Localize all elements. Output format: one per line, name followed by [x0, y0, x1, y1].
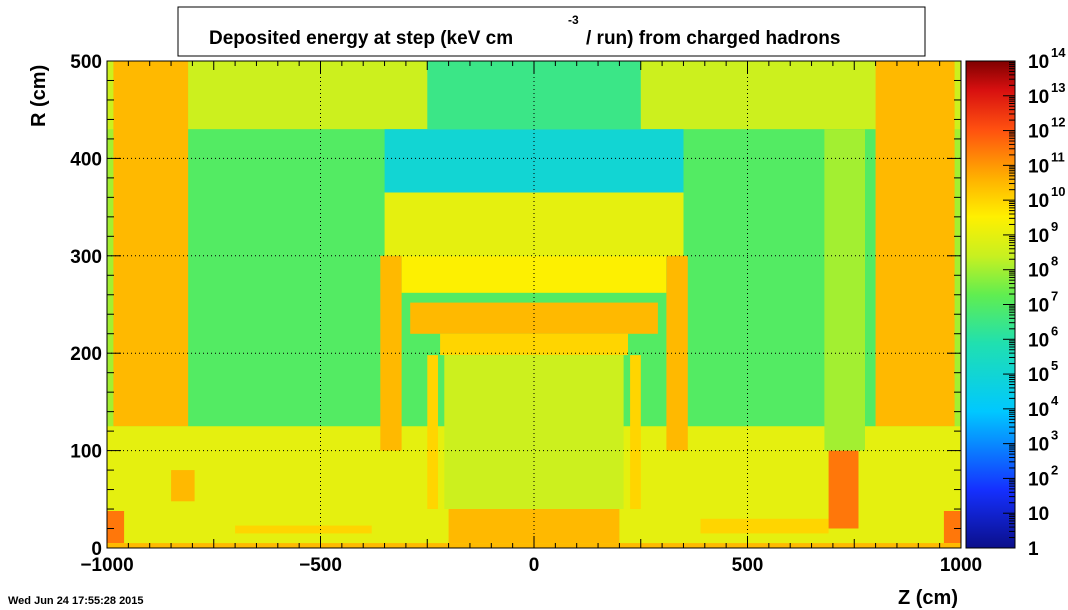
- chart-title-rest: / run) from charged hadrons: [586, 28, 840, 49]
- colorbar-label: 10: [1028, 226, 1049, 247]
- heatmap-region: [384, 129, 684, 193]
- y-tick-label: 200: [70, 344, 102, 365]
- heatmap-region: [700, 518, 829, 534]
- heatmap-region: [235, 525, 372, 534]
- colorbar-label-exponent: 5: [1051, 358, 1058, 373]
- colorbar-label: 10: [1028, 87, 1049, 108]
- colorbar-label: 10: [1028, 296, 1049, 317]
- colorbar-label: 10: [1028, 365, 1049, 386]
- colorbar-label: 10: [1028, 504, 1049, 525]
- x-tick-label: −1000: [80, 555, 133, 576]
- heatmap-region: [410, 302, 658, 334]
- heatmap-region: [444, 355, 624, 509]
- colorbar-label-exponent: 2: [1051, 462, 1058, 477]
- y-tick-label: 0: [91, 539, 102, 560]
- chart-title-superscript: -3: [568, 13, 579, 27]
- colorbar-label-exponent: 13: [1051, 80, 1065, 95]
- heatmap-region: [380, 255, 402, 451]
- colorbar-label: 10: [1028, 191, 1049, 212]
- chart-title-box: Deposited energy at step (keV cm -3 / ru…: [177, 6, 926, 57]
- colorbar-label-exponent: 8: [1051, 254, 1058, 269]
- x-tick-label: 500: [732, 555, 764, 576]
- y-tick-label: 400: [70, 149, 102, 170]
- colorbar-label-exponent: 10: [1051, 184, 1065, 199]
- y-axis-title: R (cm): [28, 65, 50, 127]
- colorbar-label-exponent: 11: [1051, 149, 1065, 164]
- colorbar-label: 10: [1028, 400, 1049, 421]
- heatmap-region: [427, 355, 438, 509]
- y-tick-label: 100: [70, 442, 102, 463]
- colorbar-label: 10: [1028, 52, 1049, 73]
- x-axis: −1000 −500 0 500 1000: [80, 61, 982, 576]
- y-axis: 0 100 200 300 400 500: [70, 52, 961, 560]
- colorbar-label-exponent: 3: [1051, 428, 1058, 443]
- heatmap-area: [107, 61, 961, 548]
- colorbar-label: 10: [1028, 122, 1049, 143]
- heatmap-region: [875, 61, 955, 427]
- colorbar-label-exponent: 9: [1051, 219, 1058, 234]
- colorbar-label: 10: [1028, 330, 1049, 351]
- heatmap-region: [824, 129, 865, 451]
- heatmap-region: [113, 61, 189, 427]
- chart-title: Deposited energy at step (keV cm: [209, 28, 513, 49]
- heatmap-region: [828, 450, 859, 529]
- heatmap-region: [107, 511, 125, 544]
- heatmap-region: [666, 255, 688, 451]
- colorbar-label-exponent: 7: [1051, 289, 1058, 304]
- colorbar-label-exponent: 14: [1051, 45, 1066, 60]
- timestamp: Wed Jun 24 17:55:28 2015: [8, 595, 144, 607]
- colorbar-label-exponent: 4: [1051, 393, 1059, 408]
- colorbar-label: 10: [1028, 469, 1049, 490]
- x-tick-label: 0: [529, 555, 540, 576]
- x-axis-title: Z (cm): [898, 587, 958, 609]
- heatmap-region: [440, 333, 628, 356]
- x-tick-label: −500: [299, 555, 342, 576]
- colorbar-label: 10: [1028, 435, 1049, 456]
- heatmap-region: [171, 470, 195, 502]
- colorbar-label: 10: [1028, 261, 1049, 282]
- heatmap-region: [943, 511, 961, 544]
- y-tick-label: 500: [70, 52, 102, 73]
- y-tick-label: 300: [70, 247, 102, 268]
- colorbar-label: 1: [1028, 539, 1039, 560]
- colorbar-label-exponent: 6: [1051, 323, 1058, 338]
- x-tick-label: 1000: [940, 555, 982, 576]
- colorbar-label-exponent: 12: [1051, 115, 1065, 130]
- colorbar-label: 10: [1028, 156, 1049, 177]
- heatmap-region: [630, 355, 641, 509]
